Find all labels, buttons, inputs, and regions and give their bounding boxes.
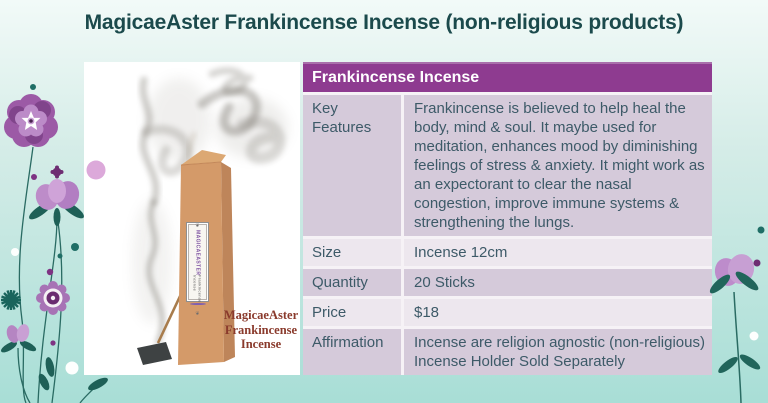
tulip-flower-icon [1, 324, 37, 353]
label-flourish-icon: ❦ [195, 310, 200, 317]
photo-caption: MagicaeAster Frankincense Incense [223, 308, 299, 351]
purple-dot-icon [46, 268, 54, 276]
box-label: ❦ MAGICAEASTER Frankincense Incense ❦ [186, 222, 209, 317]
table-value-cell: 20 Sticks [404, 269, 712, 296]
right-floral-decoration [709, 226, 765, 403]
pompom-flower-icon [1, 290, 21, 310]
leaf-icon [38, 373, 50, 391]
purple-dot-icon [50, 340, 56, 346]
flower-stem [733, 291, 742, 403]
table-value-cell: Frankincense is believed to help heal th… [404, 95, 712, 236]
teal-dot-icon [57, 253, 63, 259]
purple-flower-dot-icon [50, 165, 64, 179]
table-label-cell: Key Features [303, 95, 401, 236]
white-dot-icon [65, 361, 79, 375]
teal-dot-icon [30, 84, 36, 90]
product-photo: ❦ MAGICAEASTER Frankincense Incense ❦ Ma… [84, 62, 300, 375]
table-label-cell: Quantity [303, 269, 401, 296]
table-label-cell: Affirmation [303, 329, 401, 375]
table-value-cell: Incense are religion agnostic (non-relig… [404, 329, 712, 375]
white-dot-icon [11, 248, 19, 256]
table-header: Frankincense Incense [303, 62, 712, 92]
leaf-icon [718, 356, 738, 374]
flower-icon [4, 94, 58, 147]
product-info-table: Frankincense Incense Key Features Franki… [303, 62, 712, 375]
table-value-cell: Incense 12cm [404, 239, 712, 266]
box-label-product: Frankincense Incense [192, 275, 203, 303]
leaf-icon [739, 354, 761, 370]
purple-dot-icon [31, 174, 37, 180]
page-title: MagicaeAster Frankincense Incense (non-r… [84, 11, 684, 34]
label-flourish-icon: ❦ [195, 223, 200, 229]
incense-holder [137, 342, 172, 365]
leaf-icon [45, 357, 55, 377]
teal-dot-icon [71, 243, 79, 251]
tulip-flower-icon [29, 179, 84, 226]
teal-dot-icon [757, 226, 765, 234]
table-value-cell: $18 [404, 299, 712, 326]
tulip-flower-icon [709, 254, 759, 294]
box-label-brand: MAGICAEASTER [194, 230, 201, 276]
purple-dot-icon [753, 259, 761, 267]
brand-seal-icon [189, 302, 206, 305]
leaf-icon [88, 377, 108, 391]
ring-flower-icon [36, 281, 70, 315]
table-label-cell: Size [303, 239, 401, 266]
table-label-cell: Price [303, 299, 401, 326]
white-dot-icon [749, 331, 759, 341]
